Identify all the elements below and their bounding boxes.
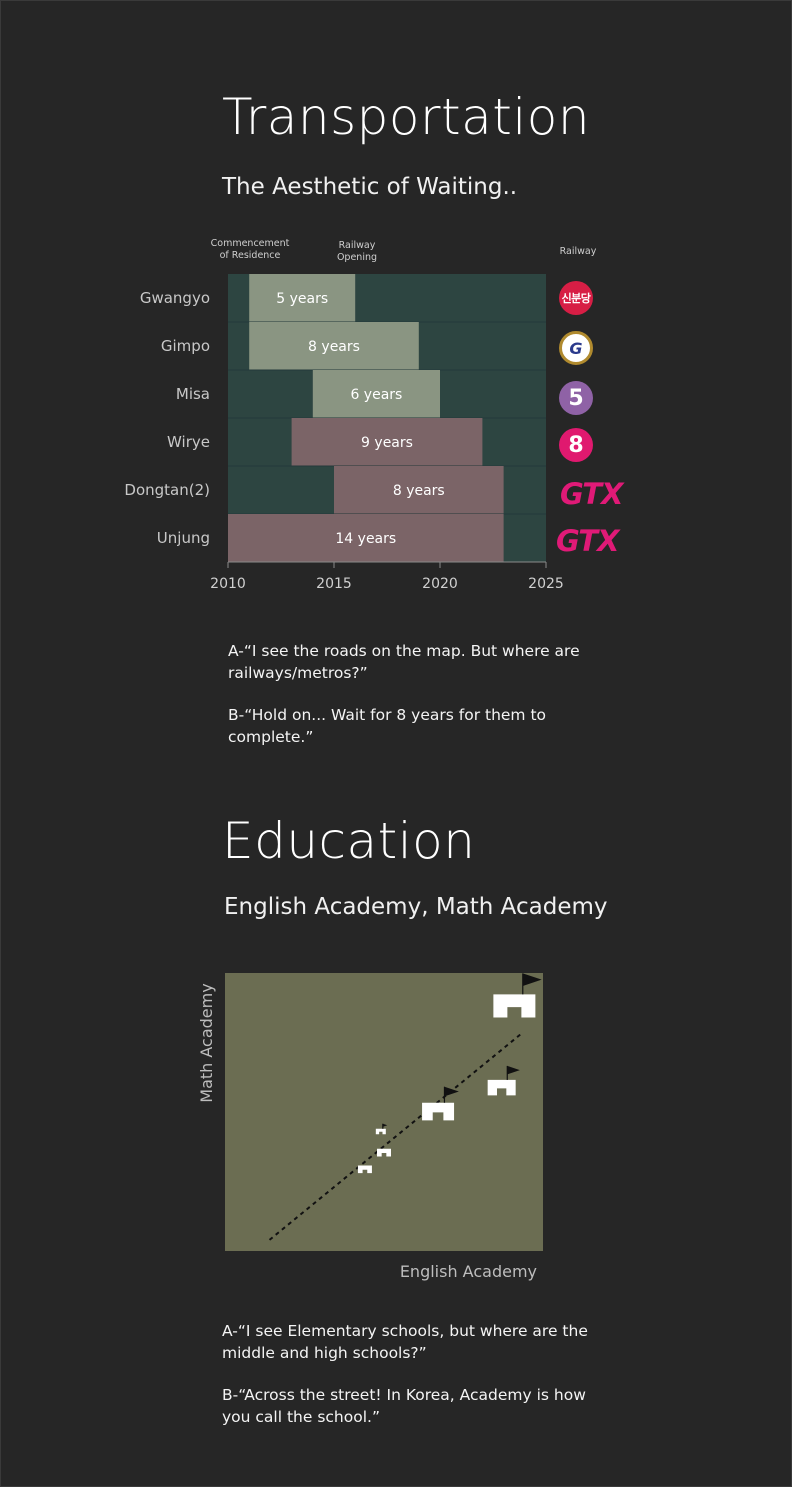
column-header-railway-opening-line1: Railway	[338, 240, 376, 251]
academy-building-icon	[357, 1165, 372, 1174]
x-tick-label: 2025	[528, 576, 564, 592]
category-label: Unjung	[157, 529, 210, 547]
column-header-railway-opening: Railway Opening	[320, 240, 394, 264]
bar-label: 5 years	[276, 291, 328, 307]
bar-label: 9 years	[361, 435, 413, 451]
bar-label: 8 years	[393, 483, 445, 499]
waiting-bar	[249, 274, 356, 322]
academy-building-icon	[422, 1086, 459, 1121]
column-header-residence-line2: of Residence	[219, 250, 281, 261]
academy-building-icon	[375, 1123, 388, 1135]
flag-icon	[507, 1065, 520, 1075]
bar-label: 14 years	[335, 531, 396, 547]
x-axis-label: English Academy	[400, 1262, 537, 1281]
waiting-bar	[249, 322, 419, 370]
gtx-logo-icon: GTX	[556, 524, 619, 558]
academy-building-shape	[375, 1128, 386, 1135]
x-tick-label: 2010	[210, 576, 246, 592]
academy-building-icon	[493, 973, 542, 1018]
academy-building-icon	[487, 1065, 520, 1096]
scatter-plot-area	[225, 973, 543, 1251]
category-label: Gimpo	[161, 337, 210, 355]
transport-quote-b: B-“Hold on... Wait for 8 years for them …	[228, 706, 547, 746]
gtx-logo-icon: GTX	[560, 477, 623, 511]
bar-label: 6 years	[350, 387, 402, 403]
column-header-residence: Commencement of Residence	[200, 238, 300, 262]
academy-building-shape	[377, 1148, 391, 1157]
education-quote-a: A-“I see Elementary schools, but where a…	[222, 1322, 588, 1362]
academy-building-shape	[357, 1165, 372, 1174]
category-label: Misa	[176, 385, 210, 403]
waiting-bar	[291, 418, 483, 466]
column-header-railway-opening-line2: Opening	[336, 252, 378, 263]
line-5-logo-icon: 5	[559, 381, 593, 415]
category-label: Wirye	[167, 433, 210, 451]
education-title: Education	[222, 812, 476, 870]
waiting-bar	[228, 514, 504, 562]
bar-label: 8 years	[308, 339, 360, 355]
academy-building-shape	[487, 1079, 516, 1096]
academy-scatter-chart: English Academy Math Academy	[197, 973, 543, 1281]
waiting-time-chart: 5 years Gwangyo 8 years Gimpo 6 years Misa 9 y…	[124, 274, 564, 592]
flag-icon	[382, 1123, 388, 1127]
column-header-residence-line1: Commencement	[210, 238, 290, 249]
academy-building-icon	[377, 1148, 391, 1157]
category-label: Dongtan(2)	[124, 481, 210, 499]
transport-title: Transportation	[222, 88, 591, 146]
line-8-logo-icon: 8	[559, 428, 593, 462]
academy-building-shape	[493, 994, 536, 1018]
flag-icon	[522, 973, 542, 986]
waiting-bar	[312, 370, 440, 418]
gimpo-goldline-logo-icon: G	[559, 331, 593, 365]
y-axis-label: Math Academy	[197, 983, 216, 1102]
flag-icon	[444, 1086, 459, 1097]
category-label: Gwangyo	[140, 289, 210, 307]
x-tick-label: 2015	[316, 576, 352, 592]
shinbundang-line-logo-icon: 신분당	[559, 281, 593, 315]
education-quote-b: B-“Across the street! In Korea, Academy …	[222, 1386, 586, 1426]
x-tick-label: 2020	[422, 576, 458, 592]
academy-building-shape	[422, 1102, 455, 1121]
column-header-railway: Railway	[559, 246, 597, 257]
education-subtitle: English Academy, Math Academy	[224, 894, 608, 920]
trend-line	[268, 1033, 522, 1241]
waiting-bar	[334, 466, 504, 514]
transport-quote-a: A-“I see the roads on the map. But where…	[228, 642, 580, 682]
transport-subtitle: The Aesthetic of Waiting..	[222, 174, 518, 200]
